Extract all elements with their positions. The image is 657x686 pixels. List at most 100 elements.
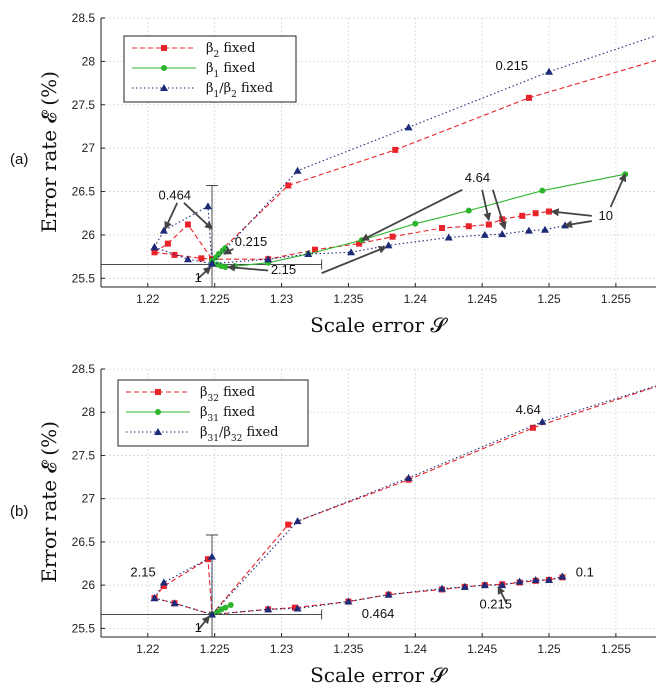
data-point bbox=[285, 521, 292, 528]
y-tick-label: 27 bbox=[82, 141, 96, 155]
legend-marker bbox=[161, 65, 167, 71]
data-point bbox=[524, 226, 533, 234]
series-line bbox=[154, 575, 563, 616]
y-tick-label: 26.5 bbox=[72, 185, 96, 199]
legend-label: β31 fixed bbox=[200, 405, 255, 424]
data-point bbox=[532, 210, 539, 217]
annotation-arrow bbox=[227, 263, 269, 272]
y-tick-label: 26 bbox=[82, 578, 96, 592]
x-tick-label: 1.235 bbox=[333, 292, 363, 306]
data-point bbox=[480, 581, 489, 589]
data-point bbox=[159, 578, 168, 586]
data-point bbox=[222, 604, 229, 611]
chart-panel-a: 1.22 1.225 1.23 1.235 1.24 1.245 1.25 1.255 25.5… bbox=[10, 11, 656, 337]
data-point bbox=[164, 240, 171, 247]
y-tick-label: 28 bbox=[82, 405, 96, 419]
panel-label: (b) bbox=[10, 503, 28, 520]
x-tick-label: 1.235 bbox=[333, 642, 363, 656]
y-tick-label: 25.5 bbox=[72, 621, 96, 635]
annotation-arrow bbox=[197, 615, 211, 630]
legend-marker bbox=[160, 84, 168, 91]
y-axis-label: Error rate 𝓔 (%) bbox=[37, 421, 61, 583]
data-point bbox=[264, 605, 273, 613]
x-axis-label: Scale error 𝓢 bbox=[310, 313, 448, 337]
data-point bbox=[222, 264, 229, 271]
data-point bbox=[285, 182, 292, 189]
x-axis-label: Scale error 𝓢 bbox=[310, 663, 448, 686]
annotation-arrow bbox=[564, 220, 592, 229]
data-point bbox=[208, 610, 216, 618]
series-layer bbox=[150, 385, 656, 618]
data-point bbox=[215, 251, 222, 258]
x-tick-label: 1.23 bbox=[270, 642, 294, 656]
annotation-label: 0.215 bbox=[479, 596, 512, 611]
x-tick-label: 1.245 bbox=[467, 642, 497, 656]
data-point bbox=[170, 599, 179, 607]
legend-label: β31/β32 fixed bbox=[200, 425, 278, 444]
legend-label: β2 fixed bbox=[206, 41, 255, 60]
legend-marker bbox=[154, 428, 162, 435]
annotation-label: 10 bbox=[598, 208, 612, 223]
series-line bbox=[154, 59, 656, 261]
y-axis-label: Error rate 𝓔 (%) bbox=[37, 71, 61, 233]
annotation-label: 0.215 bbox=[235, 234, 268, 249]
data-point bbox=[480, 230, 489, 238]
data-point bbox=[531, 575, 540, 583]
data-point bbox=[184, 221, 191, 228]
annotation-label: 0.464 bbox=[362, 606, 395, 621]
series-line bbox=[154, 385, 656, 616]
data-point bbox=[150, 243, 159, 251]
data-point bbox=[227, 602, 234, 609]
panel-label: (a) bbox=[10, 151, 28, 168]
y-tick-label: 27.5 bbox=[72, 98, 96, 112]
annotation-label: 4.64 bbox=[465, 170, 490, 185]
data-point bbox=[404, 123, 413, 131]
data-point bbox=[183, 255, 192, 263]
x-tick-label: 1.25 bbox=[537, 292, 561, 306]
legend-label: β32 fixed bbox=[200, 385, 255, 404]
data-point bbox=[311, 246, 318, 253]
data-point bbox=[404, 473, 413, 481]
data-point bbox=[546, 208, 553, 215]
y-tick-label: 27.5 bbox=[72, 448, 96, 462]
series-line bbox=[211, 173, 626, 268]
reference-crosshair bbox=[101, 534, 323, 637]
data-point bbox=[304, 250, 313, 258]
annotation-arrow bbox=[223, 247, 234, 255]
data-point bbox=[389, 233, 396, 240]
annotation-arrow bbox=[164, 202, 179, 230]
data-point bbox=[291, 604, 298, 611]
y-tick-label: 28.5 bbox=[72, 362, 96, 376]
chart-panel-b: 1.22 1.225 1.23 1.235 1.24 1.245 1.25 1.255 25.5… bbox=[10, 362, 656, 686]
legend-label: β1 fixed bbox=[206, 61, 255, 80]
legend-marker bbox=[161, 45, 167, 51]
annotation-arrow bbox=[497, 585, 508, 603]
data-point bbox=[465, 223, 472, 230]
annotation-arrow bbox=[491, 189, 507, 230]
x-tick-label: 1.225 bbox=[200, 292, 230, 306]
data-point bbox=[344, 597, 353, 605]
data-point bbox=[515, 577, 524, 585]
data-point bbox=[465, 207, 472, 214]
x-tick-label: 1.255 bbox=[601, 642, 631, 656]
data-point bbox=[160, 582, 167, 589]
annotation-arrow bbox=[360, 189, 463, 241]
annotation-arrow bbox=[196, 266, 212, 280]
annotation-label: 0.1 bbox=[576, 564, 594, 579]
y-tick-label: 26 bbox=[82, 228, 96, 242]
data-point bbox=[150, 594, 159, 602]
y-tick-label: 27 bbox=[82, 492, 96, 506]
data-point bbox=[485, 221, 492, 228]
series-circle bbox=[209, 171, 629, 271]
data-point bbox=[525, 94, 532, 101]
data-point bbox=[293, 604, 302, 612]
data-point bbox=[538, 417, 547, 425]
data-point bbox=[203, 202, 212, 210]
annotation-label: 2.15 bbox=[271, 262, 296, 277]
data-point bbox=[545, 67, 554, 75]
data-point bbox=[151, 249, 158, 256]
legend-label: β1/β2 fixed bbox=[206, 81, 273, 100]
